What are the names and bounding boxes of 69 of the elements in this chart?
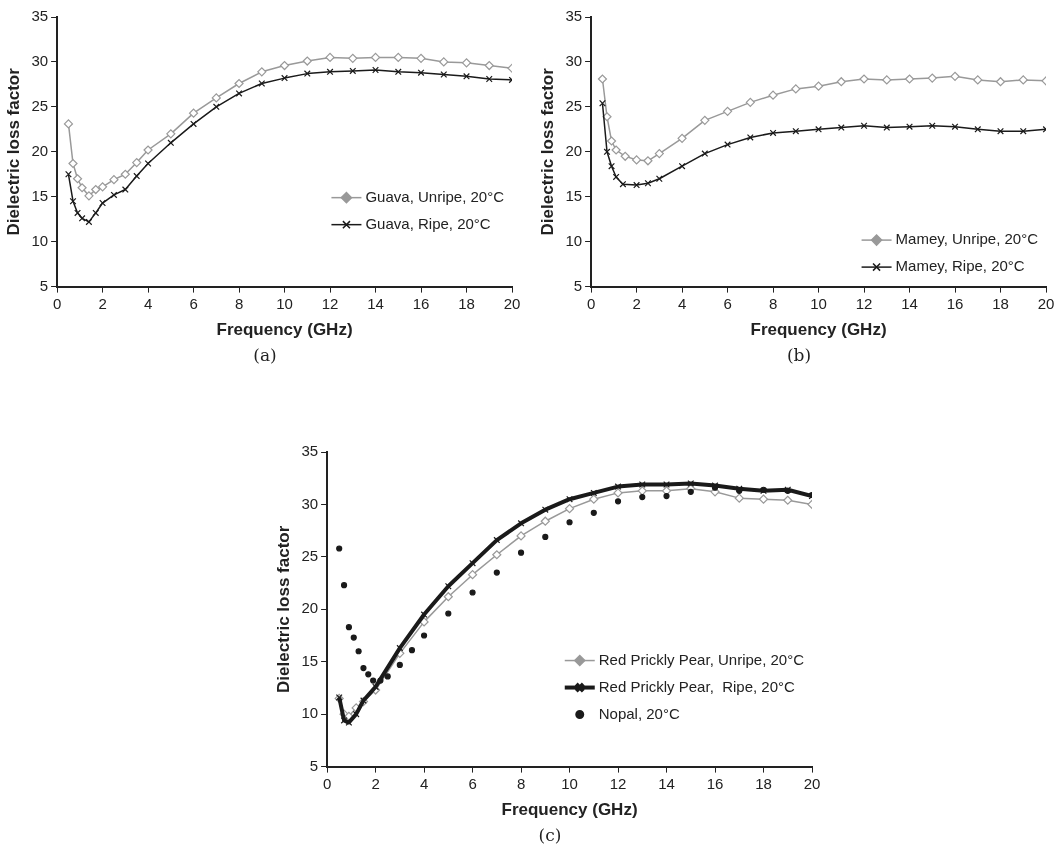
y-tick-label: 15 (565, 186, 583, 204)
y-axis-title: Dielectric loss factor (3, 67, 23, 236)
x-tick-label: 20 (1037, 294, 1055, 312)
text: (b) (785, 345, 813, 365)
x-tick-label: 8 (234, 294, 244, 312)
y-tick-label: 15 (301, 651, 319, 669)
x-tick-label: 10 (810, 294, 827, 312)
x-tick-label: 6 (189, 294, 198, 312)
y-tick-label: 10 (31, 231, 49, 249)
legend-label: Guava, Ripe, 20°C (365, 214, 491, 232)
x-axis-title: Frequency (GHz) (216, 320, 353, 340)
y-axis-title: Dielectric loss factor (537, 67, 557, 236)
legend-label: Red Prickly Pear, Unripe, 20°C (598, 650, 805, 668)
x-tick-label: 20 (503, 294, 521, 312)
x-tick-label: 18 (992, 294, 1009, 312)
y-tick-label: 10 (565, 231, 583, 249)
y-tick-label: 10 (301, 704, 319, 722)
x-tick-label: 2 (98, 294, 107, 312)
y-tick-label: 5 (573, 276, 583, 294)
x-tick-label: 6 (723, 294, 732, 312)
x-tick-label: 4 (419, 774, 429, 792)
legend-label: Nopal, 20°C (598, 704, 680, 722)
y-tick-label: 30 (301, 494, 319, 512)
y-tick-label: 5 (309, 756, 319, 774)
x-tick-label: 16 (706, 774, 724, 792)
text: (a) (252, 345, 278, 365)
x-tick-label: 0 (322, 774, 332, 792)
y-tick-label: 35 (31, 7, 49, 25)
x-tick-label: 12 (609, 774, 627, 792)
x-tick-label: 18 (755, 774, 772, 792)
y-tick-label: 35 (565, 7, 583, 25)
y-tick-label: 30 (31, 52, 49, 70)
x-tick-label: 12 (321, 294, 339, 312)
x-tick-label: 4 (143, 294, 153, 312)
x-tick-label: 12 (855, 294, 873, 312)
y-tick-label: 25 (565, 97, 583, 115)
legend-label: Guava, Unripe, 20°C (365, 187, 505, 205)
legend-label: Mamey, Ripe, 20°C (895, 257, 1025, 275)
text: (c) (537, 825, 563, 845)
x-tick-label: 4 (677, 294, 687, 312)
legend-label: Red Prickly Pear, Ripe, 20°C (598, 677, 795, 695)
x-tick-label: 8 (516, 774, 526, 792)
y-tick-label: 5 (39, 276, 49, 294)
x-tick-label: 2 (632, 294, 641, 312)
y-tick-label: 25 (31, 97, 49, 115)
x-tick-label: 2 (371, 774, 380, 792)
y-tick-label: 20 (301, 599, 319, 617)
x-tick-label: 14 (901, 294, 918, 312)
x-tick-label: 18 (458, 294, 475, 312)
x-axis-title: Frequency (GHz) (750, 320, 887, 340)
x-tick-label: 0 (586, 294, 596, 312)
legend-label: Mamey, Unripe, 20°C (895, 230, 1039, 248)
x-tick-label: 10 (276, 294, 293, 312)
y-tick-label: 20 (31, 141, 49, 159)
y-tick-label: 35 (301, 442, 319, 460)
x-tick-label: 20 (803, 774, 821, 792)
x-tick-label: 16 (946, 294, 964, 312)
x-tick-label: 0 (52, 294, 62, 312)
x-axis-title: Frequency (GHz) (501, 800, 638, 820)
x-tick-label: 14 (367, 294, 384, 312)
x-tick-label: 8 (768, 294, 778, 312)
x-tick-label: 16 (412, 294, 430, 312)
y-axis-title: Dielectric loss factor (273, 525, 293, 693)
x-tick-label: 6 (468, 774, 477, 792)
y-tick-label: 15 (31, 186, 49, 204)
x-tick-label: 14 (658, 774, 675, 792)
y-tick-label: 20 (565, 141, 583, 159)
y-tick-label: 25 (301, 547, 319, 565)
y-tick-label: 30 (565, 52, 583, 70)
